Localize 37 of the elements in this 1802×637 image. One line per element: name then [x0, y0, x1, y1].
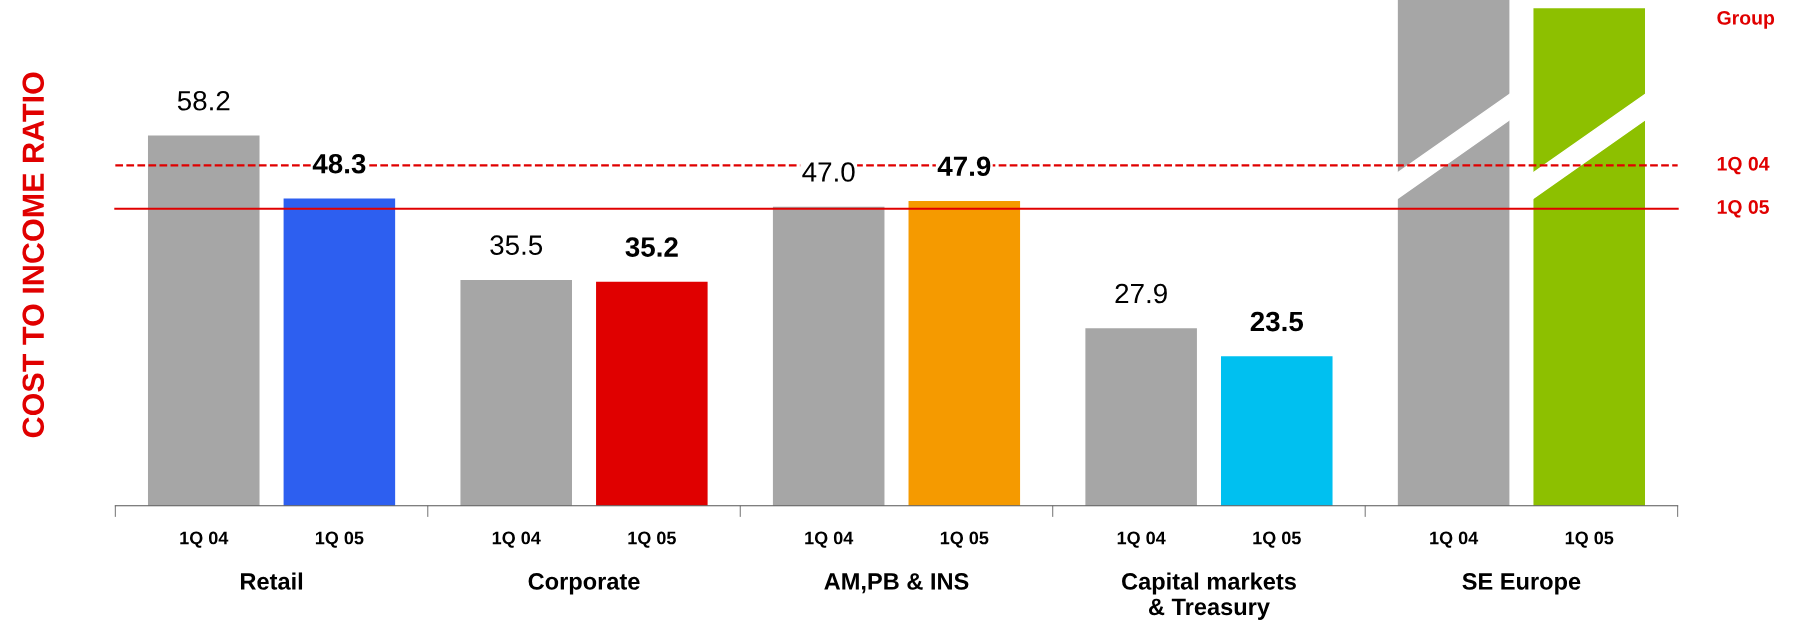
text: 1Q 05	[940, 531, 989, 548]
bar	[908, 201, 1021, 506]
data-label: 35.5	[490, 235, 543, 255]
y-axis-title: COST TO INCOME RATIO	[22, 72, 45, 438]
bar	[460, 279, 572, 506]
x-tick-label: AM,PB & INS	[824, 573, 969, 594]
text: 1Q 04	[1430, 531, 1479, 548]
text: Group	[1717, 11, 1775, 29]
data-label: 47.9	[937, 156, 991, 177]
bar	[1220, 356, 1333, 506]
ref-line-label: 1Q 04	[1717, 156, 1770, 175]
text: 1Q 05	[1565, 531, 1614, 548]
data-label: 23.5	[1250, 311, 1304, 332]
data-label: 47.0	[802, 162, 855, 182]
bar	[596, 281, 708, 506]
series-label: 1Q 04	[180, 531, 229, 548]
bar	[283, 198, 396, 506]
data-label: 48.3	[312, 153, 366, 174]
data-label: 27.9	[1115, 283, 1167, 304]
x-tick-label: SE Europe	[1462, 573, 1581, 595]
bar	[147, 135, 260, 506]
text: 1Q 04	[1117, 531, 1166, 548]
x-tick-label: Corporate	[528, 573, 640, 595]
bar	[1085, 328, 1197, 506]
x-tick-label: Capital markets & Treasury	[1122, 572, 1296, 620]
data-label: 58.2	[177, 90, 230, 111]
data-label: 35.2	[625, 237, 678, 257]
text: 1Q 05	[1253, 531, 1301, 548]
text: 1Q 04	[492, 531, 541, 548]
bar	[1533, 8, 1646, 506]
text: 1Q 05	[628, 531, 676, 548]
bar	[1397, 0, 1510, 506]
series-label: 1Q 05	[315, 531, 364, 548]
text: 1Q 04	[805, 531, 854, 548]
x-tick-label: Retail	[240, 572, 303, 590]
bar	[772, 206, 885, 506]
ref-line-label: 1Q 05	[1717, 200, 1769, 218]
